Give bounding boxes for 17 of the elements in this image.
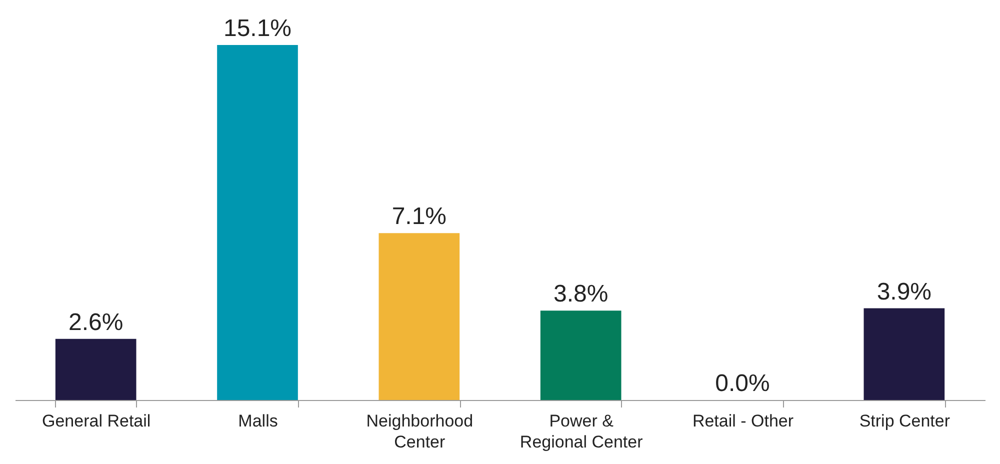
data-label: 3.8% — [553, 280, 608, 308]
data-label: 3.9% — [876, 278, 932, 306]
data-label: 0.0% — [715, 370, 770, 397]
bar — [55, 338, 136, 400]
x-tick-label: Malls — [238, 412, 278, 430]
bar — [378, 233, 460, 400]
data-label: 7.1% — [392, 203, 447, 230]
x-tick-label: General Retail — [42, 412, 151, 430]
bar — [217, 45, 298, 400]
data-label: 2.6% — [68, 308, 124, 336]
x-tick-label: Strip Center — [859, 412, 950, 430]
x-tick-label: Neighborhood Center — [366, 412, 474, 452]
x-tick-label: Power & Regional Center — [520, 412, 644, 452]
bar — [864, 308, 945, 400]
x-tick-label: Retail - Other — [692, 412, 794, 430]
data-label: 15.1% — [223, 15, 292, 42]
bar — [540, 310, 622, 400]
